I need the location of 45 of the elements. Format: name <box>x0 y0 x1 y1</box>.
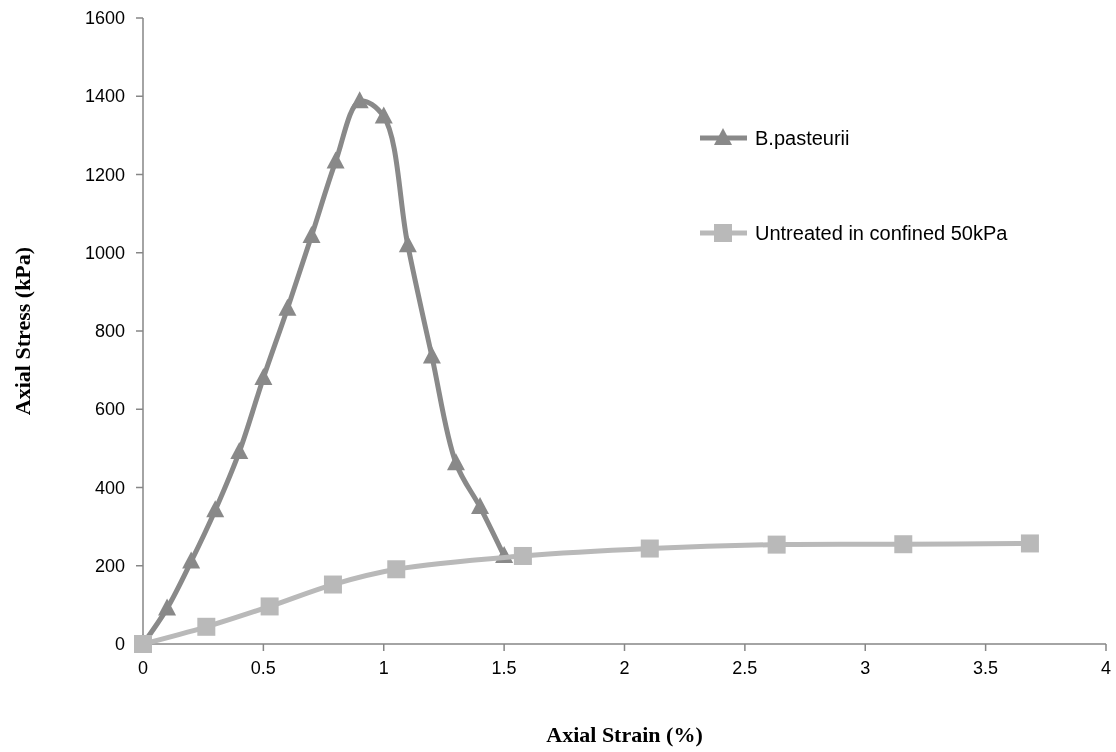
point <box>323 575 342 594</box>
legend-label: B.pasteurii <box>755 127 850 149</box>
x-tick-label: 3.5 <box>973 658 999 678</box>
point <box>350 91 369 109</box>
y-tick-label: 800 <box>94 321 125 341</box>
point <box>640 539 659 558</box>
y-axis-title: Axial Stress (kPa) <box>10 246 35 416</box>
x-tick-label: 1 <box>378 658 389 678</box>
x-tick-label: 4 <box>1100 658 1112 678</box>
x-tick-label: 2 <box>619 658 630 678</box>
point <box>260 597 279 616</box>
point <box>767 535 786 554</box>
x-tick-label: 3 <box>860 658 871 678</box>
point <box>254 367 273 385</box>
y-tick-label: 600 <box>94 399 125 420</box>
point <box>206 500 225 518</box>
point <box>158 598 177 616</box>
x-axis-title: Axial Strain (%) <box>546 722 703 747</box>
y-tick-label: 1400 <box>84 86 125 107</box>
y-tick-label: 200 <box>94 555 125 576</box>
point <box>302 225 321 243</box>
point <box>471 497 490 515</box>
y-tick-label: 0 <box>114 634 125 654</box>
y-tick-label: 400 <box>94 477 125 498</box>
point <box>278 298 297 316</box>
x-tick-label: 1.5 <box>491 658 517 678</box>
point <box>513 546 532 565</box>
point <box>894 535 913 554</box>
point <box>374 106 393 124</box>
legend-label: Untreated in confined 50kPa <box>755 222 1009 244</box>
point <box>182 551 201 569</box>
point <box>1020 534 1039 553</box>
y-tick-label: 1600 <box>84 8 125 28</box>
x-tick-label: 0.5 <box>250 658 276 678</box>
point <box>230 441 249 459</box>
y-tick-label: 1000 <box>84 242 125 263</box>
point <box>387 560 406 579</box>
x-tick-label: 0 <box>137 658 149 678</box>
point <box>197 617 216 636</box>
point <box>326 151 345 169</box>
x-tick-label: 2.5 <box>732 658 758 678</box>
point <box>446 453 465 471</box>
point <box>398 235 417 253</box>
point <box>422 346 441 364</box>
y-tick-label: 1200 <box>84 164 125 185</box>
